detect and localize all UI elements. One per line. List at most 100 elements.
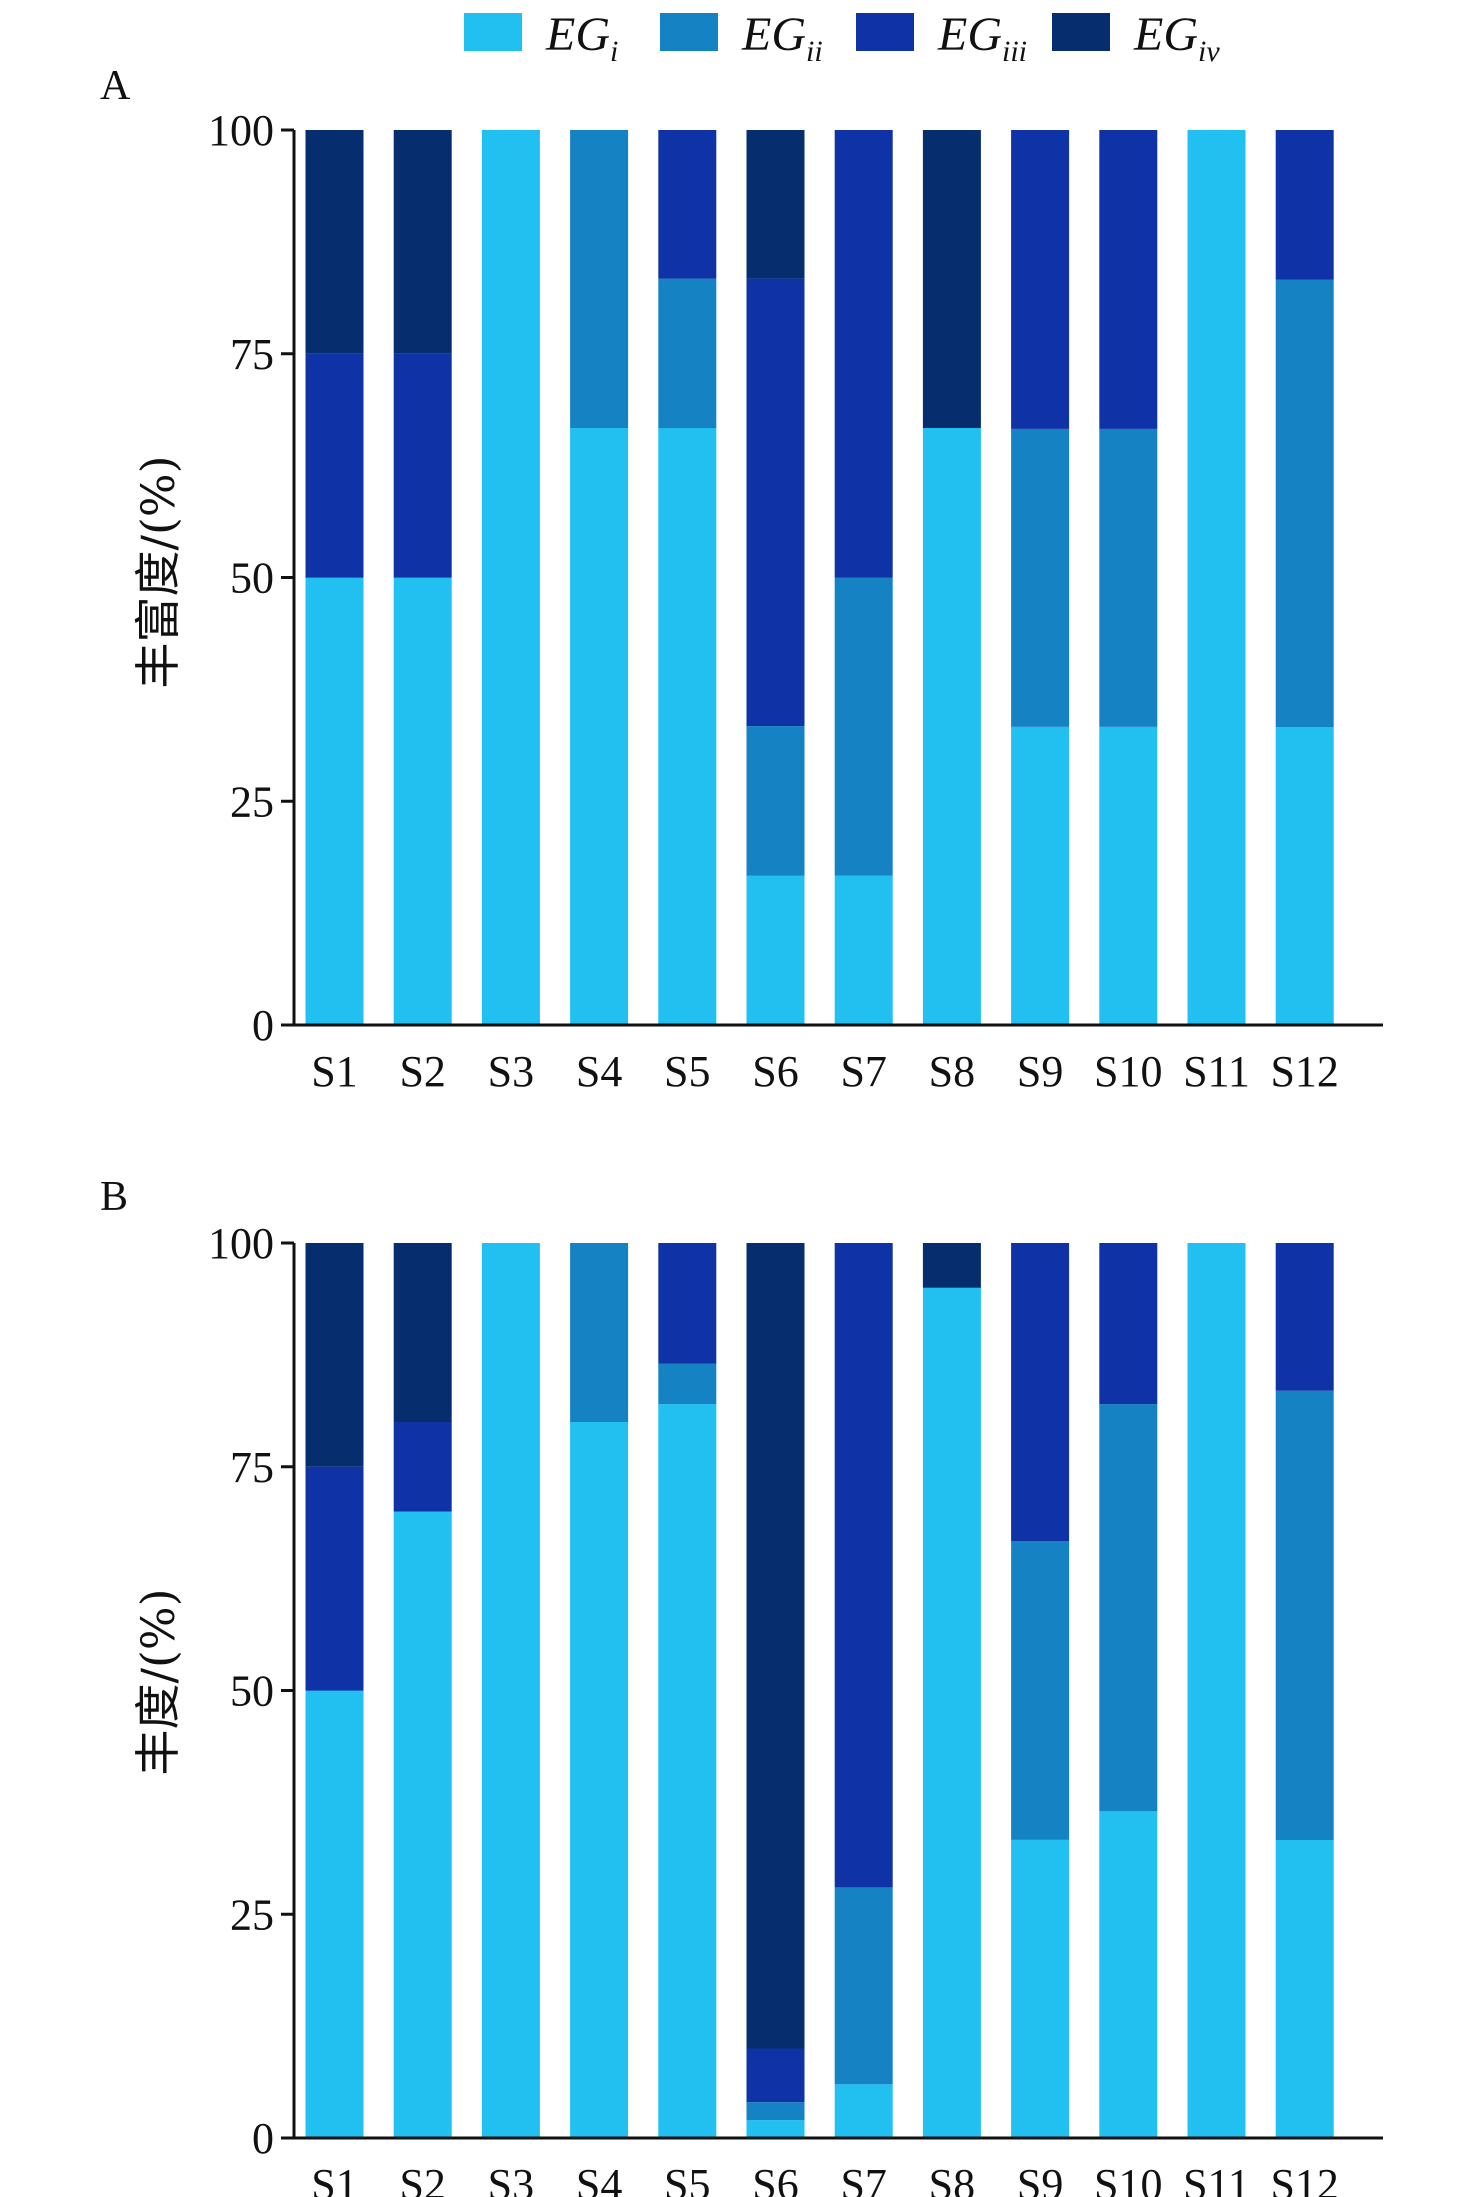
legend-item-iii: EGiii: [856, 8, 1027, 68]
panel-a-y-axis-title: 丰富度/(%): [131, 455, 185, 688]
bar-S2-EGiii: [393, 1422, 452, 1512]
bar-S10-EGii: [1099, 428, 1158, 727]
bar-S1-EGiv: [305, 1243, 364, 1467]
bar-S5-EGi: [658, 1404, 717, 2138]
bar-S6-EGiv: [746, 1243, 805, 2049]
y-tick-label: 0: [252, 1001, 274, 1050]
y-tick-label: 50: [230, 1667, 274, 1716]
bar-S7-EGii: [834, 1887, 893, 2085]
x-tick-label: S7: [840, 1047, 886, 1096]
x-tick-label: S5: [664, 2160, 710, 2197]
bar-S4-EGi: [570, 428, 629, 1025]
bar-S2-EGi: [393, 577, 452, 1025]
x-tick-label: S10: [1094, 2160, 1162, 2197]
legend-item-iv: EGiv: [1052, 8, 1220, 68]
x-tick-label: S4: [576, 1047, 622, 1096]
x-tick-label: S1: [311, 2160, 357, 2197]
bar-S5-EGii: [658, 1363, 717, 1405]
bar-S11-EGi: [1187, 1243, 1246, 2138]
bar-S4-EGi: [570, 1422, 629, 2138]
bar-S10-EGi: [1099, 727, 1158, 1025]
bar-S9-EGii: [1011, 1541, 1070, 1840]
bar-S6-EGii: [746, 2102, 805, 2121]
x-tick-label: S11: [1183, 2160, 1250, 2197]
bar-S2-EGiii: [393, 353, 452, 578]
bar-S5-EGiii: [658, 1243, 717, 1364]
x-tick-label: S9: [1017, 2160, 1063, 2197]
bar-S6-EGii: [746, 726, 805, 876]
panel-b: B 丰度/(%) S1 S2 S3 S4 S5 S6 S7 S8 S9 S10 S11 S12 0 25 5…: [100, 1174, 1383, 2197]
y-tick-label: 75: [230, 1443, 274, 1492]
x-tick-label: S8: [929, 1047, 975, 1096]
y-tick-label: 25: [230, 1890, 274, 1939]
bar-S5-EGiii: [658, 130, 717, 279]
legend-swatch: [464, 13, 522, 51]
bar-S7-EGii: [834, 577, 893, 876]
bar-S7-EGi: [834, 2084, 893, 2138]
bar-S6-EGi: [746, 875, 805, 1025]
y-tick-label: 25: [230, 777, 274, 826]
bar-S10-EGiii: [1099, 130, 1158, 429]
legend-item-i: EGi: [464, 8, 618, 68]
bar-S1-EGi: [305, 577, 364, 1025]
x-tick-label: S6: [752, 1047, 798, 1096]
bar-S1-EGiii: [305, 1466, 364, 1691]
bar-S1-EGi: [305, 1690, 364, 2138]
x-tick-label: S10: [1094, 1047, 1162, 1096]
y-tick-label: 0: [252, 2114, 274, 2163]
y-tick-label: 100: [208, 106, 274, 155]
bar-S9-EGiii: [1011, 130, 1070, 429]
bar-S5-EGii: [658, 278, 717, 429]
x-tick-label: S12: [1270, 2160, 1338, 2197]
x-tick-label: S9: [1017, 1047, 1063, 1096]
bar-S6-EGi: [746, 2120, 805, 2138]
x-tick-label: S2: [399, 1047, 445, 1096]
x-tick-label: S5: [664, 1047, 710, 1096]
bar-S7-EGi: [834, 875, 893, 1025]
bar-S9-EGi: [1011, 1840, 1070, 2138]
bar-S7-EGiii: [834, 130, 893, 578]
bar-S9-EGii: [1011, 428, 1070, 727]
bar-S12-EGi: [1275, 1840, 1334, 2138]
x-tick-label: S4: [576, 2160, 622, 2197]
x-tick-label: S2: [399, 2160, 445, 2197]
bar-S4-EGii: [570, 1243, 629, 1422]
legend: EGi EGii EGiii EGiv: [464, 8, 1220, 68]
bar-S12-EGiii: [1275, 1243, 1334, 1391]
x-tick-label: S3: [488, 1047, 534, 1096]
x-tick-label: S7: [840, 2160, 886, 2197]
panel-b-y-axis-title: 丰度/(%): [131, 1588, 185, 1775]
legend-label: EGiii: [937, 8, 1027, 68]
x-tick-label: S12: [1270, 1047, 1338, 1096]
bar-S4-EGii: [570, 130, 629, 428]
bar-S12-EGi: [1275, 727, 1334, 1025]
bar-S3-EGi: [481, 1243, 540, 2138]
bar-S10-EGii: [1099, 1404, 1158, 1812]
y-tick-label: 75: [230, 330, 274, 379]
legend-swatch: [1052, 13, 1110, 51]
legend-label: EGii: [741, 8, 823, 68]
legend-swatch: [660, 13, 718, 51]
bar-S8-EGi: [922, 1287, 981, 2139]
legend-label: EGiv: [1133, 8, 1220, 68]
legend-swatch: [856, 13, 914, 51]
x-tick-label: S3: [488, 2160, 534, 2197]
bar-S2-EGiv: [393, 130, 452, 354]
bar-S7-EGiii: [834, 1243, 893, 1888]
bar-S12-EGiii: [1275, 130, 1334, 280]
legend-label: EGi: [545, 8, 618, 68]
bar-S11-EGi: [1187, 130, 1246, 1025]
bar-S8-EGiv: [922, 1243, 981, 1288]
bar-S9-EGi: [1011, 727, 1070, 1025]
bar-S6-EGiii: [746, 2048, 805, 2103]
bar-S1-EGiv: [305, 130, 364, 354]
bar-S6-EGiii: [746, 278, 805, 727]
y-tick-label: 50: [230, 554, 274, 603]
bar-S8-EGi: [922, 428, 981, 1025]
panel-a: A 丰富度/(%) S1 S2 S3 S4 S5 S6 S7 S8 S9 S10 S11 S12 0 25…: [100, 63, 1383, 1096]
bar-S3-EGi: [481, 130, 540, 1025]
bar-S1-EGiii: [305, 353, 364, 578]
x-tick-label: S6: [752, 2160, 798, 2197]
x-tick-label: S11: [1183, 1047, 1250, 1096]
